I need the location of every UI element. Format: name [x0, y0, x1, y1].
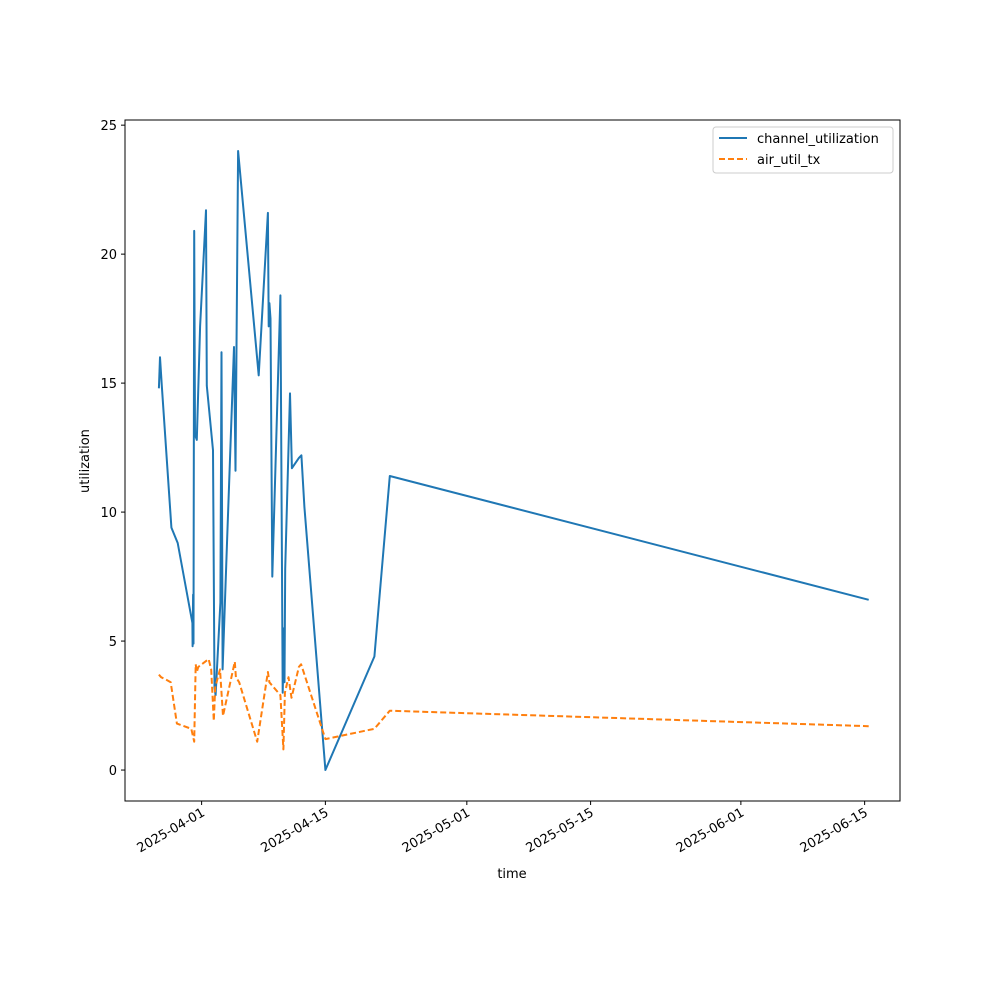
x-axis-ticks: 2025-04-01 2025-04-15 2025-05-01 2025-05-15… [135, 801, 871, 856]
y-axis-ticks: 0 5 10 15 20 25 [100, 119, 125, 779]
x-tick-label: 2025-06-01 [674, 805, 747, 856]
legend-label-air-util-tx: air_util_tx [757, 153, 821, 168]
x-tick-label: 2025-05-01 [400, 805, 473, 856]
series-line-channel-utilization [157, 150, 869, 771]
series-line-air-util-tx [158, 658, 869, 751]
y-tick-label: 0 [109, 764, 117, 779]
plot-frame [124, 119, 901, 802]
legend: channel_utilization air_util_tx [712, 126, 894, 174]
plot-lines [157, 150, 869, 771]
y-axis-label: utilization [78, 429, 93, 493]
x-tick-label: 2025-04-15 [258, 805, 331, 856]
x-tick-label: 2025-04-01 [135, 805, 208, 856]
legend-box [712, 126, 894, 174]
legend-label-channel-utilization: channel_utilization [757, 132, 879, 147]
y-tick-label: 15 [100, 377, 117, 392]
y-tick-label: 20 [100, 248, 117, 263]
y-tick-label: 25 [100, 119, 117, 134]
x-axis-label: time [497, 867, 526, 882]
x-tick-label: 2025-05-15 [524, 805, 597, 856]
y-tick-label: 5 [109, 635, 117, 650]
y-tick-label: 10 [100, 506, 117, 521]
x-tick-label: 2025-06-15 [798, 805, 871, 856]
